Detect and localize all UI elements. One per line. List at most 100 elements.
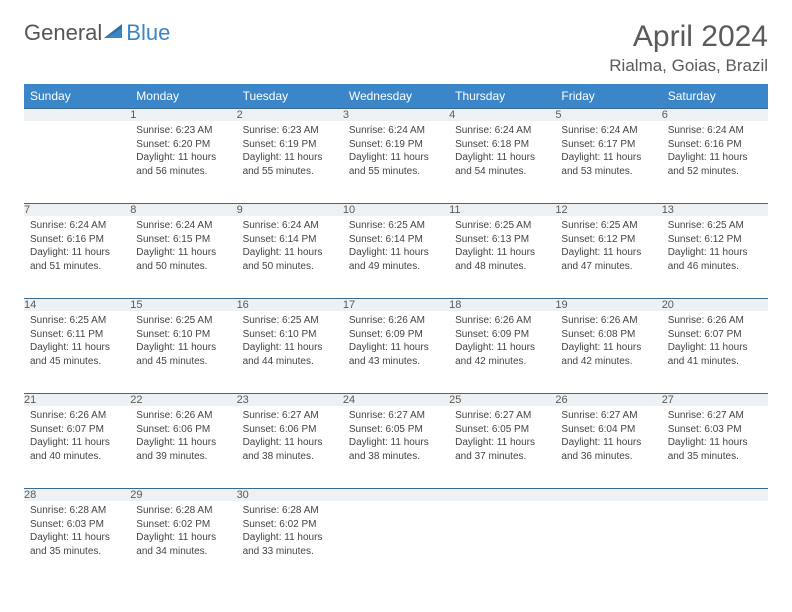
sunrise-line: Sunrise: 6:25 AM	[136, 314, 230, 328]
day-number: 19	[555, 299, 661, 312]
daylight-line: Daylight: 11 hours and 38 minutes.	[243, 436, 337, 463]
sunset-line: Sunset: 6:12 PM	[561, 233, 655, 247]
daylight-line: Daylight: 11 hours and 47 minutes.	[561, 246, 655, 273]
sunset-line: Sunset: 6:19 PM	[243, 138, 337, 152]
sunrise-line: Sunrise: 6:28 AM	[136, 504, 230, 518]
sunrise-line: Sunrise: 6:26 AM	[455, 314, 549, 328]
day-number: 25	[449, 394, 555, 407]
day-cell: Sunrise: 6:23 AMSunset: 6:20 PMDaylight:…	[130, 121, 236, 204]
day-cell: Sunrise: 6:25 AMSunset: 6:11 PMDaylight:…	[24, 311, 130, 394]
sunrise-line: Sunrise: 6:24 AM	[243, 219, 337, 233]
day-number-empty	[662, 489, 768, 502]
daylight-line: Daylight: 11 hours and 51 minutes.	[30, 246, 124, 273]
day-details: Sunrise: 6:24 AMSunset: 6:16 PMDaylight:…	[662, 121, 768, 184]
sunset-line: Sunset: 6:09 PM	[455, 328, 549, 342]
daylight-line: Daylight: 11 hours and 55 minutes.	[349, 151, 443, 178]
day-details: Sunrise: 6:27 AMSunset: 6:05 PMDaylight:…	[343, 406, 449, 469]
sunset-line: Sunset: 6:16 PM	[30, 233, 124, 247]
day-number: 8	[130, 204, 236, 217]
sunset-line: Sunset: 6:02 PM	[243, 518, 337, 532]
daylight-line: Daylight: 11 hours and 33 minutes.	[243, 531, 337, 558]
sunset-line: Sunset: 6:18 PM	[455, 138, 549, 152]
daylight-line: Daylight: 11 hours and 50 minutes.	[136, 246, 230, 273]
sunrise-line: Sunrise: 6:27 AM	[561, 409, 655, 423]
sunset-line: Sunset: 6:15 PM	[136, 233, 230, 247]
sunset-line: Sunset: 6:07 PM	[30, 423, 124, 437]
day-number: 18	[449, 299, 555, 312]
day-number: 13	[662, 204, 768, 217]
daylight-line: Daylight: 11 hours and 46 minutes.	[668, 246, 762, 273]
sunrise-line: Sunrise: 6:26 AM	[136, 409, 230, 423]
day-cell: Sunrise: 6:28 AMSunset: 6:02 PMDaylight:…	[237, 501, 343, 583]
daylight-line: Daylight: 11 hours and 38 minutes.	[349, 436, 443, 463]
daylight-line: Daylight: 11 hours and 45 minutes.	[136, 341, 230, 368]
day-details: Sunrise: 6:26 AMSunset: 6:07 PMDaylight:…	[24, 406, 130, 469]
day-number-empty	[555, 489, 661, 502]
sunrise-line: Sunrise: 6:28 AM	[30, 504, 124, 518]
sunset-line: Sunset: 6:14 PM	[349, 233, 443, 247]
day-number: 2	[237, 109, 343, 122]
day-number: 21	[24, 394, 130, 407]
day-number: 6	[662, 109, 768, 122]
day-number: 24	[343, 394, 449, 407]
daylight-line: Daylight: 11 hours and 41 minutes.	[668, 341, 762, 368]
sunset-line: Sunset: 6:05 PM	[455, 423, 549, 437]
day-cell	[343, 501, 449, 583]
sunset-line: Sunset: 6:02 PM	[136, 518, 230, 532]
day-number: 16	[237, 299, 343, 312]
day-cell: Sunrise: 6:27 AMSunset: 6:06 PMDaylight:…	[237, 406, 343, 489]
daylight-line: Daylight: 11 hours and 52 minutes.	[668, 151, 762, 178]
daylight-line: Daylight: 11 hours and 35 minutes.	[30, 531, 124, 558]
daylight-line: Daylight: 11 hours and 39 minutes.	[136, 436, 230, 463]
day-cell: Sunrise: 6:25 AMSunset: 6:10 PMDaylight:…	[237, 311, 343, 394]
day-number: 4	[449, 109, 555, 122]
day-number: 5	[555, 109, 661, 122]
day-number-row: 123456	[24, 109, 768, 122]
day-content-row: Sunrise: 6:25 AMSunset: 6:11 PMDaylight:…	[24, 311, 768, 394]
daylight-line: Daylight: 11 hours and 35 minutes.	[668, 436, 762, 463]
day-details: Sunrise: 6:26 AMSunset: 6:09 PMDaylight:…	[343, 311, 449, 374]
daylight-line: Daylight: 11 hours and 43 minutes.	[349, 341, 443, 368]
day-number: 29	[130, 489, 236, 502]
day-cell	[555, 501, 661, 583]
day-number: 1	[130, 109, 236, 122]
day-content-row: Sunrise: 6:23 AMSunset: 6:20 PMDaylight:…	[24, 121, 768, 204]
day-number: 30	[237, 489, 343, 502]
daylight-line: Daylight: 11 hours and 45 minutes.	[30, 341, 124, 368]
sunrise-line: Sunrise: 6:23 AM	[243, 124, 337, 138]
day-number-row: 282930	[24, 489, 768, 502]
day-number: 3	[343, 109, 449, 122]
sunrise-line: Sunrise: 6:25 AM	[30, 314, 124, 328]
day-cell: Sunrise: 6:26 AMSunset: 6:07 PMDaylight:…	[24, 406, 130, 489]
day-details: Sunrise: 6:28 AMSunset: 6:02 PMDaylight:…	[237, 501, 343, 564]
daylight-line: Daylight: 11 hours and 55 minutes.	[243, 151, 337, 178]
day-number-row: 21222324252627	[24, 394, 768, 407]
day-details: Sunrise: 6:25 AMSunset: 6:13 PMDaylight:…	[449, 216, 555, 279]
sunrise-line: Sunrise: 6:27 AM	[668, 409, 762, 423]
day-cell: Sunrise: 6:28 AMSunset: 6:02 PMDaylight:…	[130, 501, 236, 583]
daylight-line: Daylight: 11 hours and 53 minutes.	[561, 151, 655, 178]
logo: General Blue	[24, 20, 170, 46]
day-details: Sunrise: 6:24 AMSunset: 6:15 PMDaylight:…	[130, 216, 236, 279]
day-cell	[449, 501, 555, 583]
day-cell: Sunrise: 6:26 AMSunset: 6:07 PMDaylight:…	[662, 311, 768, 394]
sunrise-line: Sunrise: 6:26 AM	[561, 314, 655, 328]
daylight-line: Daylight: 11 hours and 40 minutes.	[30, 436, 124, 463]
daylight-line: Daylight: 11 hours and 54 minutes.	[455, 151, 549, 178]
day-details: Sunrise: 6:25 AMSunset: 6:12 PMDaylight:…	[662, 216, 768, 279]
sunset-line: Sunset: 6:07 PM	[668, 328, 762, 342]
title-block: April 2024 Rialma, Goias, Brazil	[609, 20, 768, 76]
daylight-line: Daylight: 11 hours and 42 minutes.	[455, 341, 549, 368]
sunrise-line: Sunrise: 6:24 AM	[455, 124, 549, 138]
page-title: April 2024	[609, 20, 768, 54]
daylight-line: Daylight: 11 hours and 50 minutes.	[243, 246, 337, 273]
sunset-line: Sunset: 6:14 PM	[243, 233, 337, 247]
day-details: Sunrise: 6:26 AMSunset: 6:08 PMDaylight:…	[555, 311, 661, 374]
daylight-line: Daylight: 11 hours and 56 minutes.	[136, 151, 230, 178]
weekday-header: Thursday	[449, 84, 555, 109]
day-details: Sunrise: 6:25 AMSunset: 6:14 PMDaylight:…	[343, 216, 449, 279]
day-cell: Sunrise: 6:24 AMSunset: 6:15 PMDaylight:…	[130, 216, 236, 299]
sunrise-line: Sunrise: 6:23 AM	[136, 124, 230, 138]
sunrise-line: Sunrise: 6:27 AM	[243, 409, 337, 423]
day-details: Sunrise: 6:23 AMSunset: 6:20 PMDaylight:…	[130, 121, 236, 184]
